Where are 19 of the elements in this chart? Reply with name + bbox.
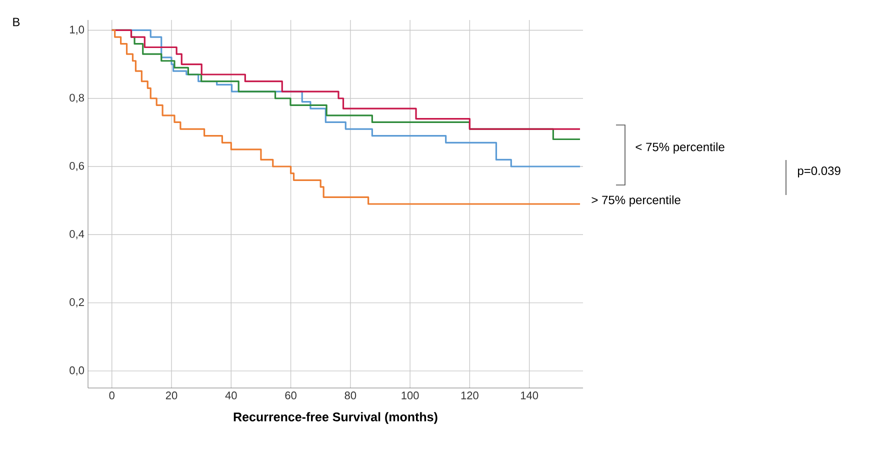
x-tick-label: 120 <box>461 392 478 400</box>
x-tick-label: 100 <box>402 392 419 400</box>
x-tick-label: 60 <box>285 392 296 400</box>
x-tick-label: 80 <box>344 392 356 400</box>
text: < 75% percentile <box>636 142 724 154</box>
text: > 75% percentile <box>592 195 680 207</box>
text: p=0.039 <box>798 166 840 178</box>
x-tick-label: 20 <box>166 392 178 400</box>
x-tick-label: 0 <box>109 392 114 400</box>
x-axis-title: Recurrence-free Survival (months) <box>234 412 438 424</box>
y-tick-label: 0,6 <box>70 162 84 172</box>
y-tick-label: 1,0 <box>70 26 84 35</box>
y-tick-label: 0,0 <box>70 366 84 376</box>
x-tick-label: 40 <box>225 392 237 400</box>
y-tick-label: 0,2 <box>70 298 84 308</box>
y-tick-label: 0,8 <box>70 94 84 103</box>
text: B <box>13 18 20 26</box>
x-tick-label: 140 <box>520 392 538 400</box>
y-tick-label: 0,4 <box>70 230 84 240</box>
